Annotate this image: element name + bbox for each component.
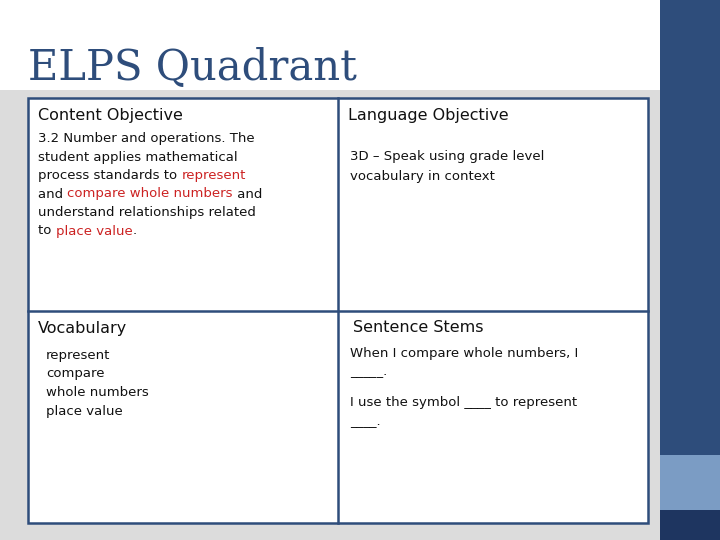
Text: student applies mathematical: student applies mathematical [38,151,238,164]
Text: When I compare whole numbers, I: When I compare whole numbers, I [350,347,578,360]
Text: Language Objective: Language Objective [348,108,508,123]
Text: compare: compare [46,368,104,381]
Bar [0,0,660,90]
Text: _____.: _____. [350,366,387,379]
Text: place value: place value [46,406,122,419]
Text: place value: place value [55,225,132,238]
Text: 3.2 Number and operations. The: 3.2 Number and operations. The [38,132,255,145]
Text: to: to [38,225,55,238]
Text: ELPS Quadrant: ELPS Quadrant [28,47,357,89]
Text: whole numbers: whole numbers [46,387,149,400]
Text: represent: represent [181,169,246,182]
Text: I use the symbol ____ to represent: I use the symbol ____ to represent [350,396,577,409]
Text: ____.: ____. [350,415,381,428]
Bar [660,455,720,510]
Text: 3D – Speak using grade level
vocabulary in context: 3D – Speak using grade level vocabulary … [350,150,544,183]
Bar [660,0,720,455]
Text: Sentence Stems: Sentence Stems [353,321,484,335]
Text: Vocabulary: Vocabulary [38,321,127,335]
Text: Content Objective: Content Objective [38,108,183,123]
Text: and: and [38,187,68,200]
Text: compare whole numbers: compare whole numbers [68,187,233,200]
Bar [28,98,648,523]
Text: and: and [233,187,262,200]
Bar [660,510,720,540]
Text: represent: represent [46,348,110,361]
Text: process standards to: process standards to [38,169,181,182]
Bar [0,90,660,540]
Text: .: . [132,225,137,238]
Text: understand relationships related: understand relationships related [38,206,256,219]
